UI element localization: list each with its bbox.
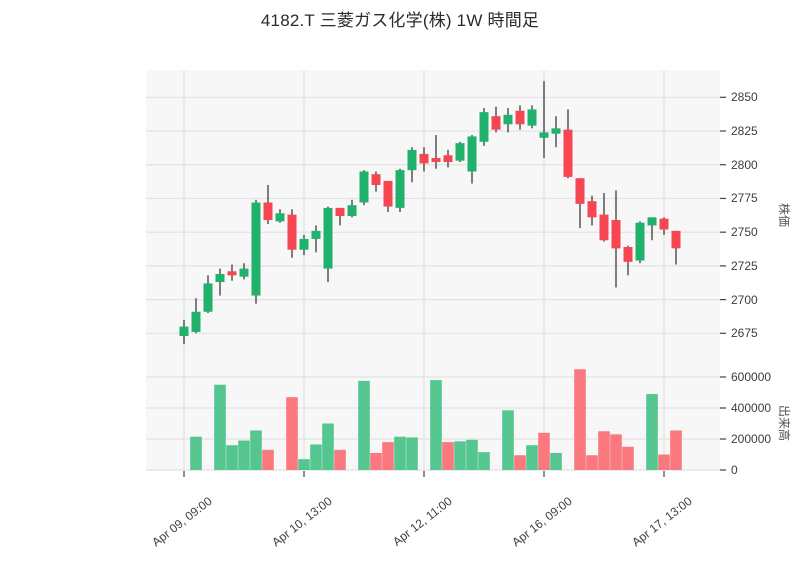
candle-body [359,171,369,203]
candle-body [623,247,633,262]
volume-bar [622,446,634,470]
candle-body [323,207,333,269]
volume-bar [442,442,454,470]
candle-body [647,217,657,226]
candle-body [551,128,561,134]
volume-bar [334,449,346,470]
price-tick-label: 2725 [731,258,758,273]
candle-body [251,202,261,296]
candle-body [179,326,189,337]
candle-body [407,149,417,171]
candle-body [215,273,225,283]
volume-bar [538,432,550,470]
candle-body [575,178,585,204]
volume-bar [646,394,658,470]
volume-bar [430,380,442,470]
volume-bar [610,434,622,470]
price-tick-label: 2750 [731,225,758,240]
volume-bar [226,445,238,470]
volume-bar [286,397,298,470]
candle-body [515,110,525,125]
candle-body [539,132,549,138]
candle-body [191,311,201,332]
price-tick-label: 2775 [731,191,758,206]
volume-tick-label: 0 [731,463,738,477]
price-tick-label: 2700 [731,292,758,307]
volume-bar [298,459,310,470]
volume-bar [502,410,514,470]
candle-body [371,174,381,185]
candle-body [227,271,237,276]
candle-body [419,153,429,164]
candle-body [563,129,573,177]
volume-bar [190,436,202,470]
price-tick-label: 2850 [731,90,758,105]
candle-body [203,283,213,312]
candle-body [491,116,501,130]
price-tick-label: 2800 [731,157,758,172]
candle-body [479,112,489,142]
price-tick-label: 2825 [731,124,758,139]
candle-body [287,214,297,250]
volume-bar [394,436,406,470]
volume-bar [658,454,670,470]
candle-body [239,268,249,277]
candle-body [671,230,681,249]
candle-body [587,201,597,218]
volume-tick-label: 200000 [731,432,772,446]
volume-bar [322,423,334,470]
chart-title: 4182.T 三菱ガス化学(株) 1W 時間足 [260,11,540,30]
candle-body [527,109,537,126]
volume-bar [214,384,226,470]
volume-bar [454,441,466,470]
volume-bar [250,430,262,470]
volume-bar [478,452,490,470]
volume-axis-title: 出来高 [777,405,791,442]
volume-bar [406,437,418,470]
candle-body [455,143,465,161]
volume-bar [262,449,274,470]
volume-bar [586,455,598,470]
volume-bar [670,430,682,470]
candle-body [431,157,441,163]
candle-body [599,214,609,241]
candle-body [443,155,453,163]
candle-body [635,222,645,261]
volume-tick-label: 600000 [731,370,772,384]
candle-body [503,114,513,125]
volume-bar [466,439,478,470]
volume-bar [550,452,562,470]
candle-body [335,207,345,216]
volume-bar [238,440,250,470]
candle-body [263,202,273,221]
candle-body [611,220,621,249]
price-axis-title: 株価 [777,203,791,228]
volume-bar [370,452,382,470]
volume-bar [310,444,322,470]
volume-tick-label: 400000 [731,401,772,415]
volume-bar [526,445,538,470]
price-tick-label: 2675 [731,326,758,341]
volume-bar [598,431,610,470]
candle-body [383,180,393,207]
candle-body [347,205,357,216]
candle-body [395,170,405,208]
candle-body [275,213,285,222]
volume-bar [574,369,586,470]
candle-body [659,218,669,230]
candle-body [299,238,309,250]
volume-bar [382,442,394,470]
volume-bar [358,380,370,470]
candle-body [311,230,321,239]
candle-body [467,136,477,172]
volume-bar [514,455,526,470]
